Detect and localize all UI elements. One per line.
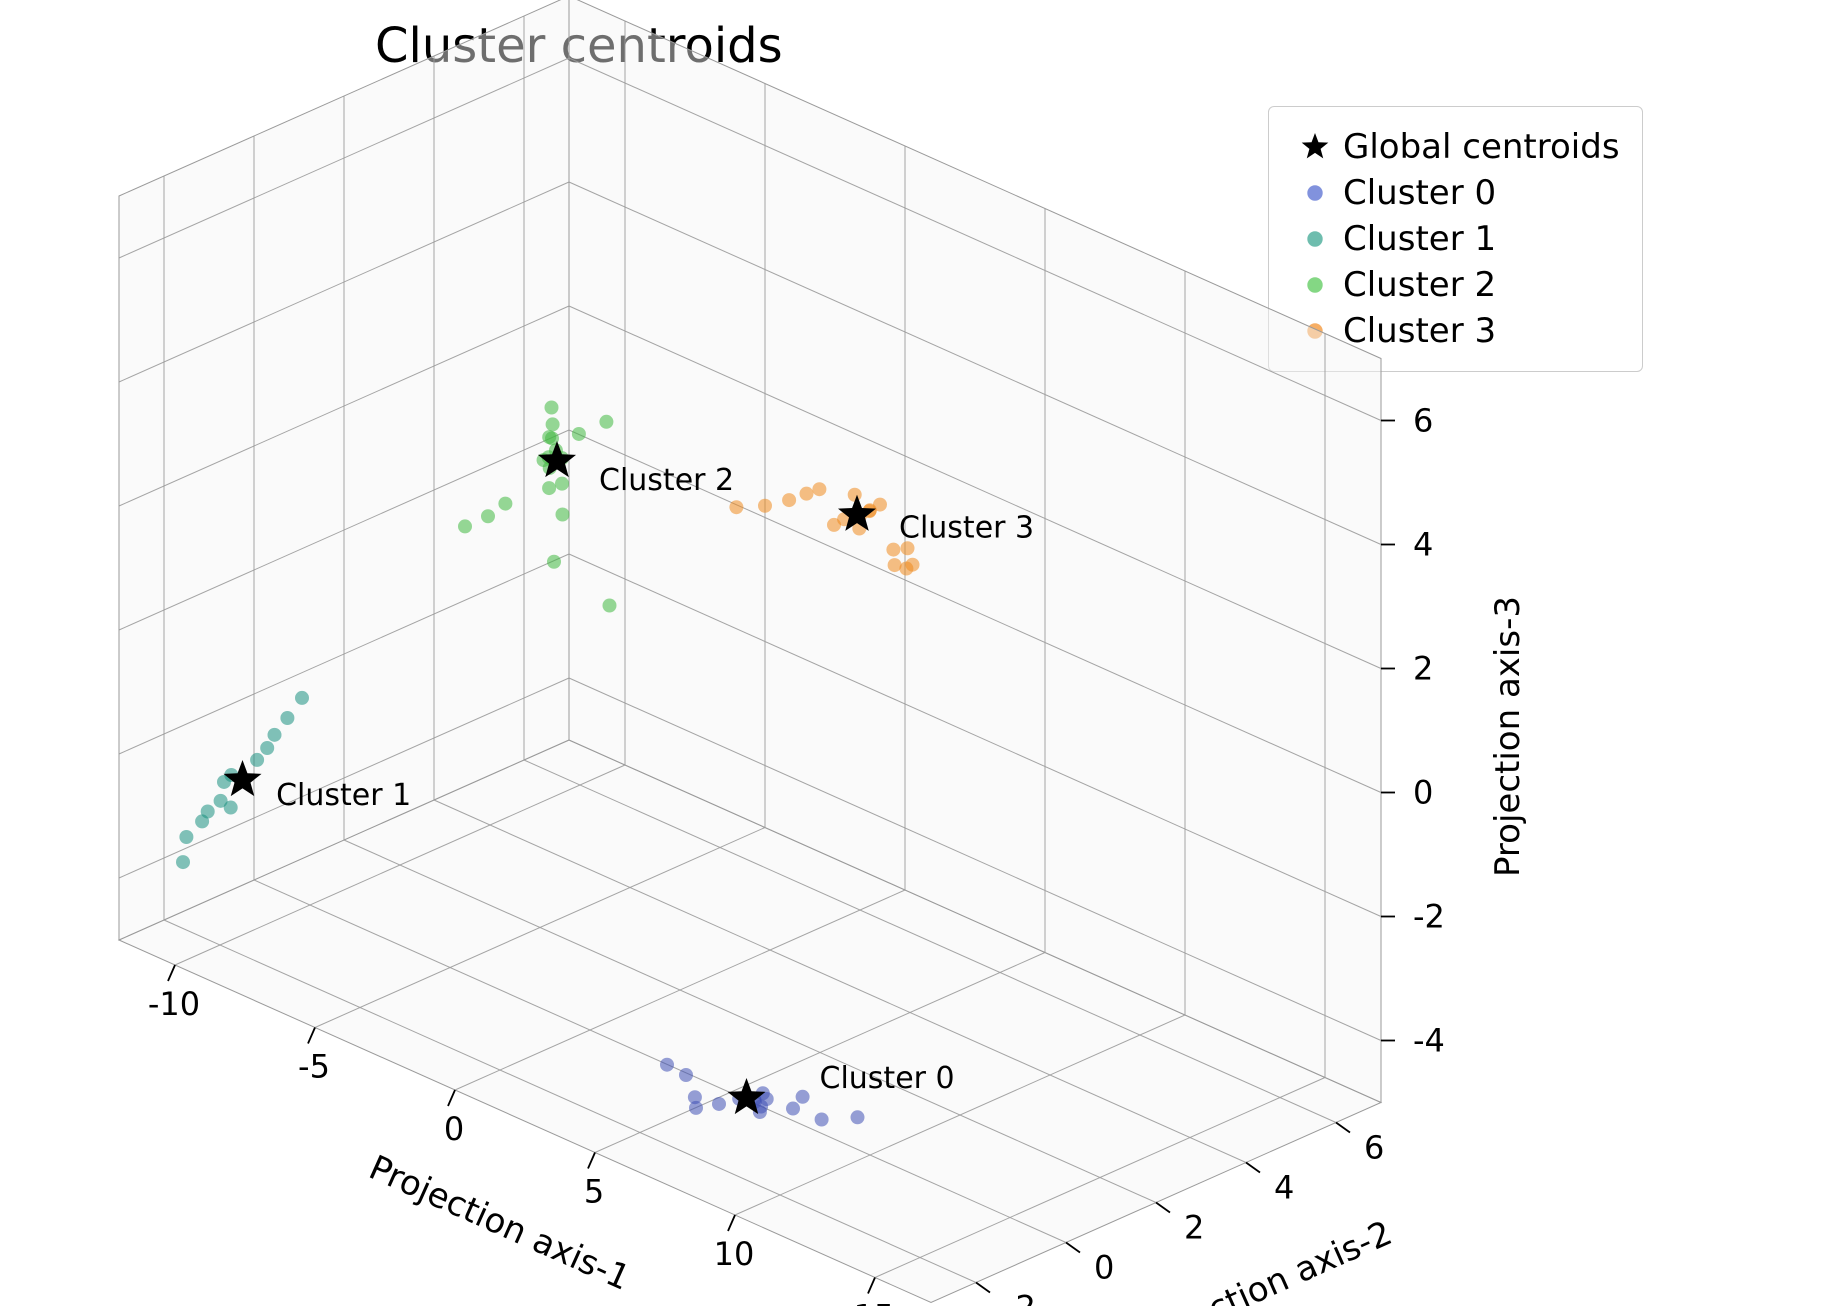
cluster-label-3: Cluster 3 <box>899 510 1034 545</box>
point-cluster-0 <box>815 1113 829 1127</box>
point-cluster-0 <box>786 1102 800 1116</box>
point-cluster-3 <box>888 558 902 572</box>
x-tick-label: -10 <box>148 985 200 1023</box>
point-cluster-2 <box>498 497 512 511</box>
point-cluster-3 <box>899 562 913 576</box>
point-cluster-2 <box>481 509 495 523</box>
point-cluster-0 <box>660 1058 674 1072</box>
point-cluster-2 <box>458 519 472 533</box>
y-tick-label: 0 <box>1094 1249 1114 1287</box>
point-cluster-1 <box>201 805 215 819</box>
point-cluster-0 <box>679 1068 693 1082</box>
x-tick-label: 10 <box>714 1235 755 1273</box>
point-cluster-2 <box>545 401 559 415</box>
scatter3d-plot: -10 -5 0 5 10 15 -2 0 2 4 6 -4 -2 0 2 4 6 Projection axi… <box>0 0 1839 1306</box>
point-cluster-3 <box>800 487 814 501</box>
x-tick-label: 5 <box>584 1173 604 1211</box>
z-tick-label: 4 <box>1413 526 1433 564</box>
y-axis-label: Projection axis-2 <box>1125 1213 1398 1306</box>
point-cluster-1 <box>260 741 274 755</box>
cluster-label-2: Cluster 2 <box>599 463 734 498</box>
point-cluster-3 <box>758 499 772 513</box>
point-cluster-1 <box>224 801 238 815</box>
z-tick-label: 2 <box>1413 650 1433 688</box>
point-cluster-1 <box>179 830 193 844</box>
point-cluster-1 <box>295 691 309 705</box>
point-cluster-0 <box>712 1097 726 1111</box>
point-cluster-3 <box>782 493 796 507</box>
point-cluster-2 <box>599 415 613 429</box>
y-tick-label: 2 <box>1184 1209 1204 1247</box>
cluster-label-0: Cluster 0 <box>820 1061 955 1096</box>
x-tick-label: 0 <box>444 1110 464 1148</box>
z-tick-label: 0 <box>1413 774 1433 812</box>
x-tick-label: -5 <box>298 1048 330 1086</box>
y-tick-label: 4 <box>1274 1169 1294 1207</box>
point-cluster-2 <box>546 417 560 431</box>
point-cluster-0 <box>688 1090 702 1104</box>
y-tick-label: -2 <box>1004 1289 1036 1306</box>
y-tick-label: 6 <box>1364 1129 1384 1167</box>
point-cluster-2 <box>555 477 569 491</box>
point-cluster-0 <box>796 1090 810 1104</box>
point-cluster-1 <box>250 753 264 767</box>
point-cluster-2 <box>556 508 570 522</box>
point-cluster-2 <box>547 555 561 569</box>
z-axis-label: Projection axis-3 <box>1488 596 1528 877</box>
point-cluster-2 <box>603 599 617 613</box>
point-cluster-0 <box>851 1110 865 1124</box>
point-cluster-1 <box>176 855 190 869</box>
point-cluster-1 <box>280 711 294 725</box>
z-tick-label: 6 <box>1413 402 1433 440</box>
point-cluster-2 <box>542 481 556 495</box>
point-cluster-3 <box>848 488 862 502</box>
z-tick-label: -2 <box>1413 898 1445 936</box>
cluster-label-1: Cluster 1 <box>276 778 411 813</box>
point-cluster-2 <box>542 430 556 444</box>
point-cluster-3 <box>729 500 743 514</box>
point-cluster-2 <box>572 427 586 441</box>
point-cluster-1 <box>268 728 282 742</box>
x-tick-label: 15 <box>854 1298 895 1306</box>
point-cluster-3 <box>812 482 826 496</box>
z-tick-label: -4 <box>1413 1022 1445 1060</box>
x-axis-label: Projection axis-1 <box>363 1148 636 1299</box>
